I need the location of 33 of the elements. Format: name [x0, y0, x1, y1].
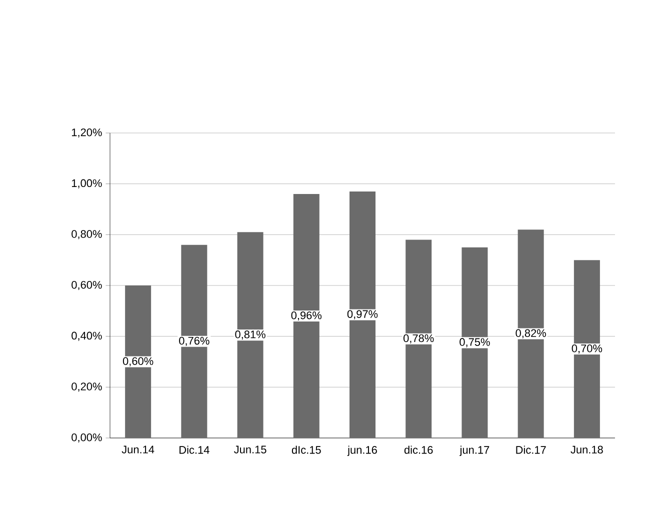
- x-tick-label: jun.16: [347, 446, 377, 456]
- x-tick-label: Dic.17: [516, 446, 546, 454]
- data-label: 0,82%: [516, 329, 546, 338]
- data-label: 0,60%: [122, 357, 154, 366]
- y-tick-label: 1,00%: [72, 179, 102, 188]
- y-tick-label: 0,80%: [72, 230, 102, 240]
- data-label: 0,75%: [460, 338, 490, 348]
- x-tick-label: Jun.14: [122, 446, 154, 454]
- bar: [125, 285, 152, 438]
- y-tick-label: 0,00%: [72, 433, 102, 443]
- bar: [237, 232, 264, 438]
- x-tick-label: Dic.14: [180, 446, 210, 454]
- data-label: 0,81%: [235, 330, 266, 340]
- bar: [574, 260, 600, 438]
- bar: [181, 244, 208, 438]
- x-tick-label: jun.17: [460, 446, 490, 456]
- bar: [406, 240, 432, 438]
- data-label: 0,76%: [179, 336, 210, 346]
- y-tick-label: 0,60%: [72, 280, 102, 290]
- bar: [518, 230, 544, 438]
- bar: [462, 247, 488, 438]
- y-tick-label: 0,40%: [72, 332, 102, 341]
- data-label: 0,70%: [572, 344, 602, 354]
- x-tick-label: dic.16: [404, 446, 433, 454]
- x-tick-label: Jun.15: [234, 446, 266, 454]
- data-label: 0,78%: [404, 334, 434, 344]
- x-tick-label: Jun.18: [570, 446, 603, 454]
- bar: [293, 194, 320, 438]
- y-tick-label: 1,20%: [72, 128, 102, 138]
- data-label: 0,96%: [291, 311, 322, 321]
- x-tick-label: dIc.15: [292, 446, 321, 454]
- data-label: 0,97%: [347, 310, 378, 320]
- y-tick-label: 0,20%: [72, 382, 102, 392]
